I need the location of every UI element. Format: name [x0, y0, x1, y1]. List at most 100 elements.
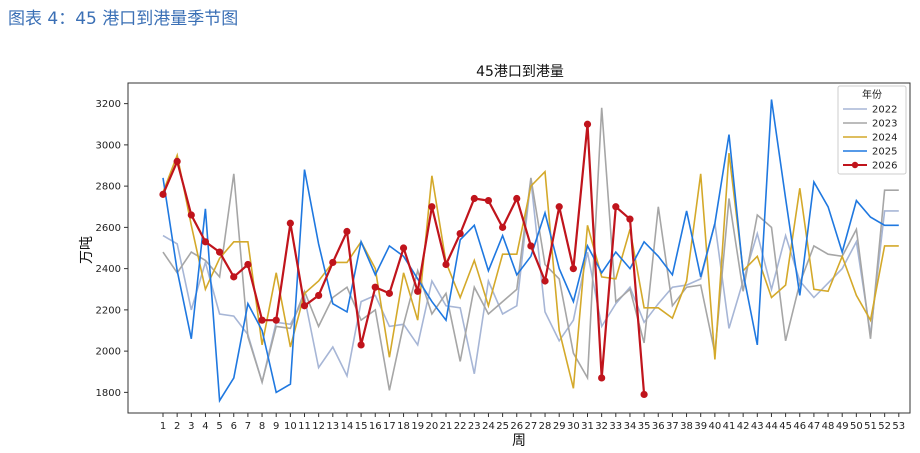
- x-tick-label: 25: [496, 421, 509, 432]
- x-tick-label: 11: [298, 421, 311, 432]
- series-point-2026: [286, 219, 294, 227]
- x-tick-label: 52: [878, 421, 891, 432]
- y-axis-label: 万吨: [79, 236, 95, 264]
- x-tick-label: 15: [355, 421, 368, 432]
- series-point-2026: [456, 229, 464, 238]
- series-lines: [159, 99, 899, 404]
- x-tick-label: 33: [609, 421, 622, 432]
- series-point-2026: [371, 283, 379, 291]
- series-point-2026: [470, 194, 478, 203]
- y-tick-label: 2400: [96, 264, 121, 275]
- legend-marker-2026: [851, 161, 859, 169]
- x-tick-label: 50: [850, 421, 863, 432]
- x-tick-label: 4: [202, 421, 208, 432]
- chart-title: 45港口到港量: [476, 64, 564, 80]
- legend: 年份 2022 2023 2024 2025 2026: [837, 85, 907, 175]
- figure-caption: 图表 4：45 港口到港量季节图: [8, 9, 239, 29]
- series-point-2026: [272, 316, 280, 324]
- x-tick-label: 35: [638, 421, 651, 432]
- y-tick-label: 3000: [96, 140, 121, 151]
- series-line-2023: [162, 107, 899, 391]
- x-tick-label: 41: [723, 421, 736, 432]
- series-point-2026: [555, 203, 563, 211]
- x-tick-label: 30: [567, 421, 580, 432]
- x-tick-label: 20: [425, 421, 438, 432]
- x-tick-label: 3: [188, 421, 194, 432]
- series-point-2026: [399, 244, 408, 252]
- x-tick-label: 34: [624, 421, 637, 432]
- x-tick-label: 2: [174, 421, 180, 432]
- x-tick-label: 40: [708, 421, 721, 432]
- x-tick-label: 48: [822, 421, 835, 432]
- x-tick-label: 29: [553, 421, 566, 432]
- y-tick-label: 2800: [96, 182, 121, 193]
- x-tick-label: 28: [539, 421, 552, 432]
- series-point-2026: [216, 248, 224, 256]
- x-tick-label: 26: [510, 421, 523, 432]
- x-tick-label: 13: [326, 421, 339, 432]
- series-point-2026: [230, 273, 238, 281]
- x-axis-label: 周: [512, 433, 526, 449]
- x-axis: 1 2 3 4 5 6 7 8 9 10 11 12 13 14 15 16 17 18 19 20 21 22 23 24 2…: [160, 413, 905, 432]
- y-axis: 1800 2000 2200 2400 2600 2800 3000 3200: [96, 99, 128, 399]
- x-tick-label: 6: [231, 421, 237, 432]
- x-tick-label: 19: [411, 421, 424, 432]
- x-tick-label: 43: [751, 421, 764, 432]
- series-point-2026: [513, 194, 521, 203]
- series-point-2026: [244, 260, 252, 269]
- series-point-2026: [357, 341, 365, 349]
- series-point-2026: [385, 289, 393, 297]
- x-tick-label: 1: [160, 421, 166, 432]
- series-point-2026: [173, 157, 181, 165]
- series-point-2026: [187, 211, 195, 219]
- series-point-2026: [329, 258, 337, 267]
- x-tick-label: 27: [525, 421, 538, 432]
- series-point-2026: [569, 265, 577, 273]
- series-point-2026: [442, 260, 450, 269]
- series-point-2026: [598, 374, 606, 382]
- plot-frame: [127, 82, 911, 414]
- x-tick-label: 12: [312, 421, 325, 432]
- x-tick-label: 46: [793, 421, 806, 432]
- x-tick-label: 32: [595, 421, 608, 432]
- x-tick-label: 16: [369, 421, 382, 432]
- series-point-2026: [499, 223, 507, 231]
- legend-label-2026: 2026: [872, 161, 897, 172]
- series-point-2026: [300, 302, 309, 310]
- series-line-2025: [162, 99, 899, 404]
- x-tick-label: 42: [737, 421, 750, 432]
- y-tick-label: 3200: [96, 99, 121, 110]
- x-tick-label: 38: [680, 421, 693, 432]
- legend-label-2022: 2022: [872, 105, 897, 116]
- series-point-2026: [527, 242, 535, 250]
- legend-title: 年份: [862, 88, 882, 101]
- series-point-2026: [626, 215, 634, 223]
- series-point-2026: [258, 316, 266, 324]
- series-point-2026: [315, 291, 323, 300]
- series-point-2026: [583, 120, 592, 128]
- x-tick-label: 49: [836, 421, 849, 432]
- x-tick-label: 7: [245, 421, 251, 432]
- series-line-2024: [162, 152, 899, 389]
- x-tick-label: 47: [808, 421, 821, 432]
- x-tick-label: 18: [397, 421, 410, 432]
- series-point-2026: [484, 196, 493, 205]
- series-point-2026: [159, 190, 167, 198]
- series-point-2026: [343, 227, 351, 236]
- series-point-2026: [612, 203, 620, 211]
- legend-label-2023: 2023: [872, 119, 897, 130]
- y-tick-label: 2600: [96, 223, 121, 234]
- legend-label-2024: 2024: [872, 133, 897, 144]
- x-tick-label: 21: [440, 421, 453, 432]
- x-tick-label: 17: [383, 421, 396, 432]
- x-tick-label: 9: [273, 421, 279, 432]
- x-tick-label: 39: [694, 421, 707, 432]
- x-tick-label: 44: [765, 421, 778, 432]
- x-tick-label: 23: [468, 421, 481, 432]
- series-point-2026: [201, 238, 210, 246]
- x-tick-label: 36: [652, 421, 665, 432]
- x-tick-label: 10: [284, 421, 297, 432]
- series-line-2026: [161, 124, 646, 395]
- x-tick-label: 51: [864, 421, 877, 432]
